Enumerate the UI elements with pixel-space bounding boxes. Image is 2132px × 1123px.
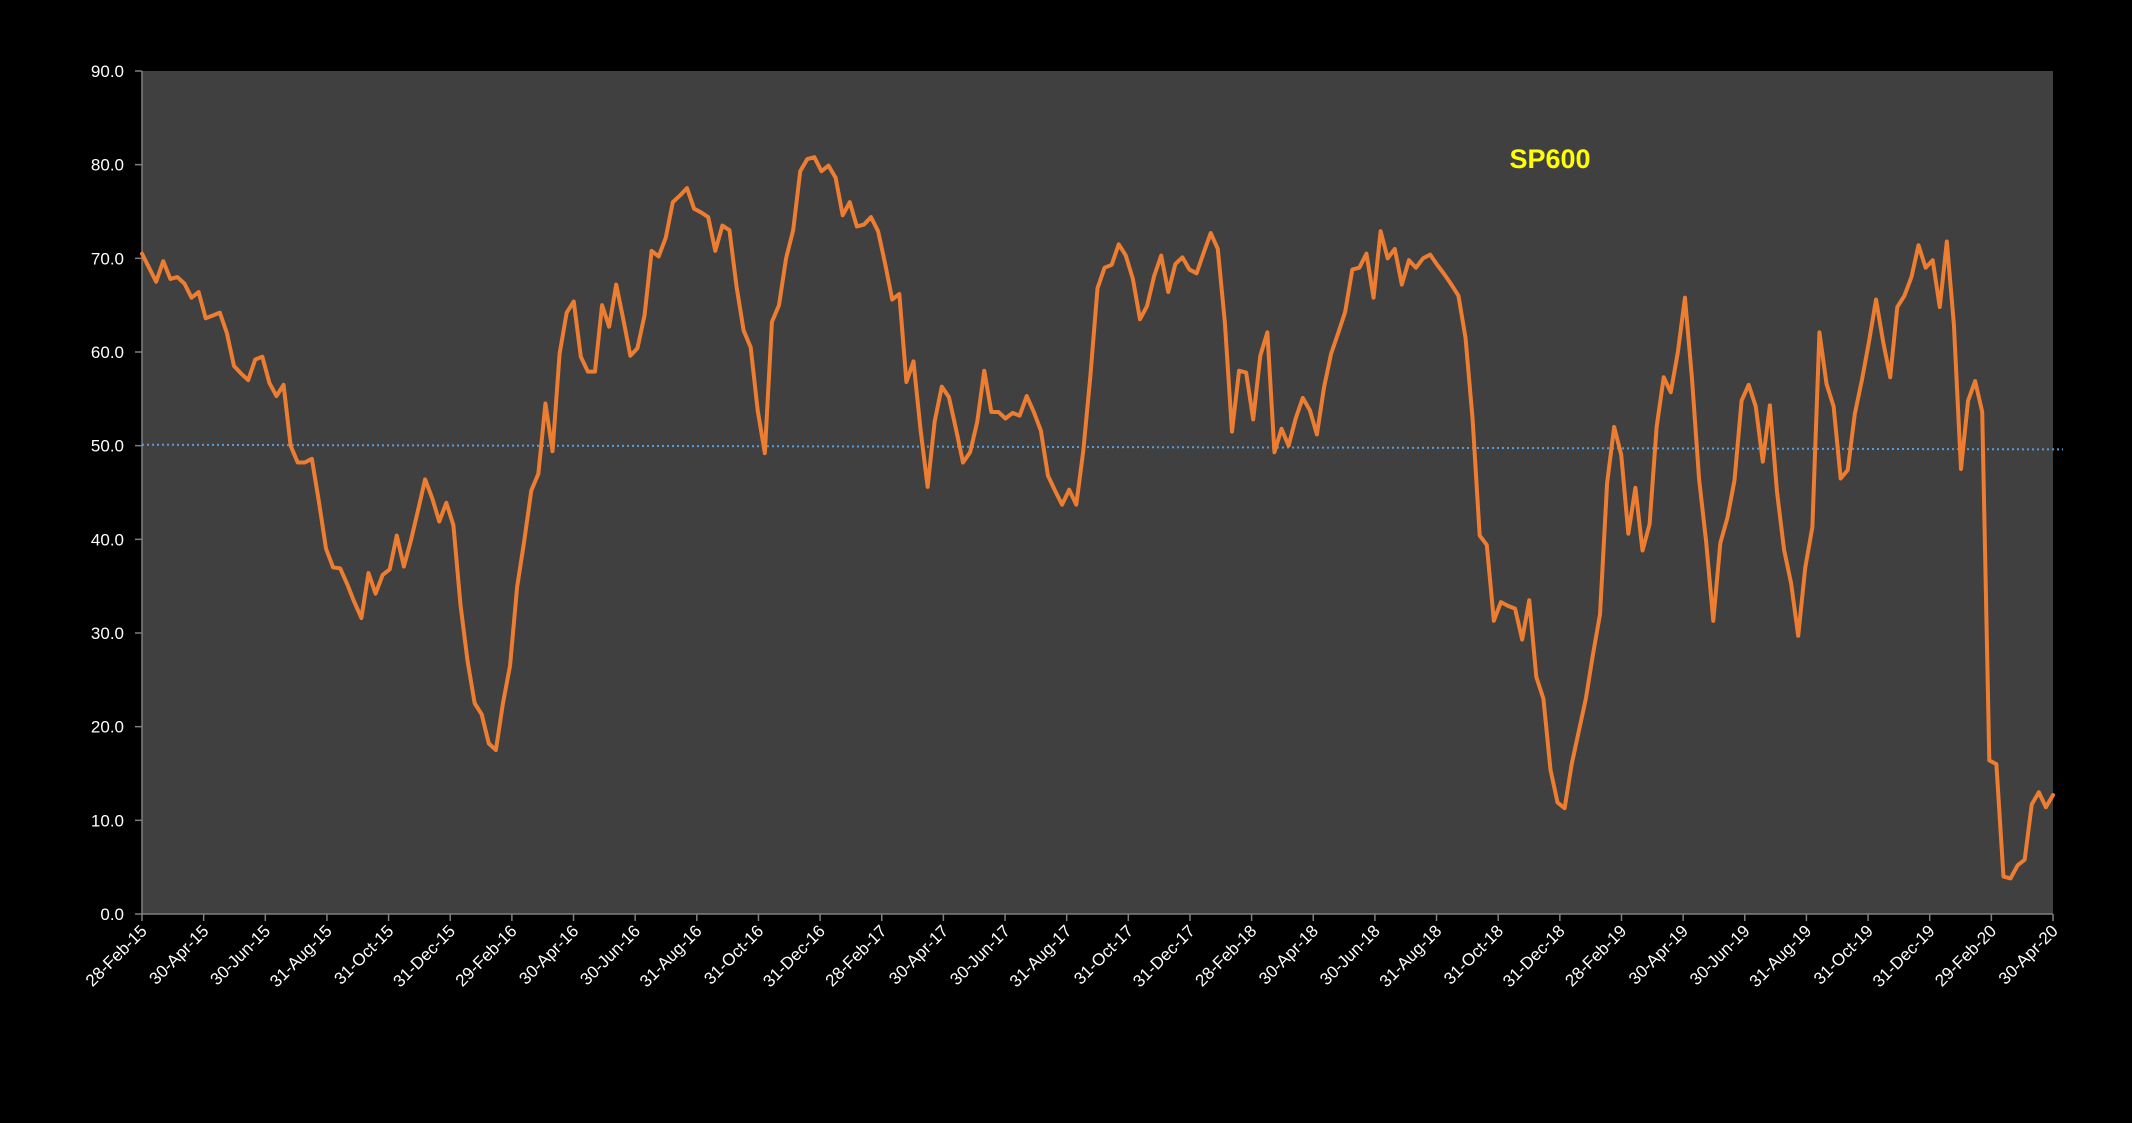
reference-line-layer bbox=[141, 443, 2064, 451]
y-axis-ticks: 0.0 10.0 20.0 30.0 40.0 50.0 60.0 70.0 80.0 90.0 bbox=[91, 62, 142, 924]
y-tick-label: 10.0 bbox=[91, 811, 124, 830]
y-tick-label: 0.0 bbox=[100, 905, 124, 924]
y-tick-label: 90.0 bbox=[91, 62, 124, 81]
y-tick-label: 30.0 bbox=[91, 624, 124, 643]
axes bbox=[141, 71, 2053, 915]
series-layer bbox=[140, 155, 2055, 881]
plot-area bbox=[142, 71, 2053, 914]
reference-line bbox=[141, 443, 2064, 451]
y-tick-label: 70.0 bbox=[91, 249, 124, 268]
y-tick-label: 50.0 bbox=[91, 437, 124, 456]
y-tick-label: 20.0 bbox=[91, 718, 124, 737]
series-line bbox=[140, 155, 2055, 881]
chart-title: SP600 bbox=[1509, 144, 1590, 174]
y-tick-label: 40.0 bbox=[91, 530, 124, 549]
y-tick-label: 80.0 bbox=[91, 156, 124, 175]
y-tick-label: 60.0 bbox=[91, 343, 124, 362]
